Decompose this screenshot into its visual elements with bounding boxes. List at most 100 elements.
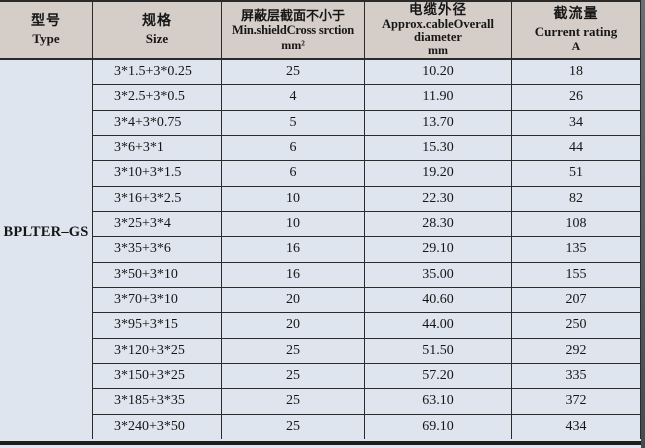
diameter-cell: 13.70: [365, 110, 512, 135]
header-type-zh: 型号: [31, 14, 61, 30]
shield-cell: 4: [222, 85, 365, 110]
current-cell: 372: [512, 389, 641, 414]
current-cell: 292: [512, 338, 641, 363]
size-cell: 3*50+3*10: [93, 262, 222, 287]
table-row: 3*25+3*4 10 28.30 108: [93, 211, 641, 238]
header-current-unit: A: [571, 38, 581, 53]
shield-cell: 6: [222, 135, 365, 161]
current-cell: 434: [512, 414, 641, 439]
header-current-rating: 截流量 Current rating A: [512, 2, 641, 58]
diameter-cell: 29.10: [365, 237, 512, 262]
table-row: 3*35+3*6 16 29.10 135: [93, 237, 641, 263]
table-row: 3*240+3*50 25 69.10 434: [93, 414, 641, 439]
table-row: 3*1.5+3*0.25 25 10.20 18: [93, 60, 641, 86]
shield-cell: 20: [222, 313, 365, 338]
size-cell: 3*6+3*1: [93, 135, 222, 161]
shield-cell: 16: [222, 262, 365, 287]
table-row: 3*10+3*1.5 6 19.20 51: [93, 161, 641, 187]
current-cell: 44: [512, 135, 641, 161]
table-row: 3*2.5+3*0.5 4 11.90 26: [93, 85, 641, 111]
current-cell: 250: [512, 313, 641, 338]
type-value-cell: BPLTER–GS: [0, 60, 93, 439]
shield-cell: 25: [222, 363, 365, 389]
table-row: 3*185+3*35 25 63.10 372: [93, 389, 641, 415]
diameter-cell: 11.90: [365, 85, 512, 110]
size-cell: 3*2.5+3*0.5: [93, 85, 222, 110]
table-top-border: [0, 0, 641, 2]
current-cell: 51: [512, 161, 641, 186]
size-cell: 3*4+3*0.75: [93, 110, 222, 135]
current-cell: 335: [512, 363, 641, 389]
diameter-cell: 69.10: [365, 414, 512, 439]
header-current-zh: 截流量: [553, 7, 599, 22]
scan-edge-shadow: [641, 0, 645, 448]
diameter-cell: 51.50: [365, 338, 512, 363]
diameter-cell: 22.30: [365, 186, 512, 211]
diameter-cell: 19.20: [365, 161, 512, 186]
diameter-cell: 28.30: [365, 211, 512, 237]
current-cell: 82: [512, 186, 641, 211]
table-body-rows: 3*1.5+3*0.25 25 10.20 18 3*2.5+3*0.5 4 11.90 26…: [93, 60, 641, 439]
shield-cell: 5: [222, 110, 365, 135]
table-row: 3*120+3*25 25 51.50 292: [93, 338, 641, 364]
header-shield-cross-section: 屏蔽层截面不小于 Min.shieldCross srction mm²: [222, 2, 365, 58]
size-cell: 3*95+3*15: [93, 313, 222, 338]
table-row: 3*6+3*1 6 15.30 44: [93, 135, 641, 162]
shield-cell: 25: [222, 60, 365, 85]
current-cell: 34: [512, 110, 641, 135]
header-diameter-en: Approx.cableOverall: [382, 16, 494, 31]
shield-cell: 16: [222, 237, 365, 262]
size-cell: 3*1.5+3*0.25: [93, 60, 222, 85]
table-row: 3*70+3*10 20 40.60 207: [93, 287, 641, 314]
size-cell: 3*70+3*10: [93, 287, 222, 313]
current-cell: 207: [512, 287, 641, 313]
diameter-cell: 35.00: [365, 262, 512, 287]
size-cell: 3*185+3*35: [93, 389, 222, 414]
diameter-cell: 63.10: [365, 389, 512, 414]
shield-cell: 6: [222, 161, 365, 186]
current-cell: 18: [512, 60, 641, 85]
table-row: 3*150+3*25 25 57.20 335: [93, 363, 641, 390]
size-cell: 3*150+3*25: [93, 363, 222, 389]
shield-cell: 10: [222, 186, 365, 211]
diameter-cell: 40.60: [365, 287, 512, 313]
header-current-en: Current rating: [534, 23, 618, 39]
current-cell: 155: [512, 262, 641, 287]
table-bottom-border: [0, 441, 641, 445]
cable-spec-table: 型号 Type 规格 Size 屏蔽层截面不小于 Min.shieldCross…: [0, 2, 641, 439]
header-shield-unit: mm²: [281, 37, 305, 52]
header-type: 型号 Type: [0, 2, 93, 58]
size-cell: 3*120+3*25: [93, 338, 222, 363]
size-cell: 3*10+3*1.5: [93, 161, 222, 186]
diameter-cell: 57.20: [365, 363, 512, 389]
header-overall-diameter: 电缆外径 Approx.cableOverall diameter mm: [365, 2, 512, 58]
table-row: 3*95+3*15 20 44.00 250: [93, 313, 641, 339]
header-diameter-unit: mm: [428, 42, 448, 57]
current-cell: 108: [512, 211, 641, 237]
current-cell: 26: [512, 85, 641, 110]
header-size-zh: 规格: [142, 14, 172, 30]
header-shield-en: Min.shieldCross srction: [231, 23, 355, 38]
header-size-en: Size: [145, 30, 169, 46]
current-cell: 135: [512, 237, 641, 262]
diameter-cell: 44.00: [365, 313, 512, 338]
header-diameter-zh: 电缆外径: [409, 2, 467, 18]
table-header-row: 型号 Type 规格 Size 屏蔽层截面不小于 Min.shieldCross…: [0, 2, 641, 60]
header-size: 规格 Size: [93, 2, 222, 58]
shield-cell: 25: [222, 414, 365, 439]
header-type-en: Type: [32, 30, 60, 46]
table-body: BPLTER–GS 3*1.5+3*0.25 25 10.20 18 3*2.5+3*0…: [0, 60, 641, 439]
table-row: 3*50+3*10 16 35.00 155: [93, 262, 641, 288]
size-cell: 3*25+3*4: [93, 211, 222, 237]
size-cell: 3*35+3*6: [93, 237, 222, 262]
header-shield-zh: 屏蔽层截面不小于: [240, 7, 345, 23]
diameter-cell: 15.30: [365, 135, 512, 161]
table-row: 3*4+3*0.75 5 13.70 34: [93, 110, 641, 136]
size-cell: 3*240+3*50: [93, 414, 222, 439]
shield-cell: 25: [222, 338, 365, 363]
table-row: 3*16+3*2.5 10 22.30 82: [93, 186, 641, 212]
header-diameter-en2: diameter: [414, 29, 462, 44]
size-cell: 3*16+3*2.5: [93, 186, 222, 211]
shield-cell: 10: [222, 211, 365, 237]
